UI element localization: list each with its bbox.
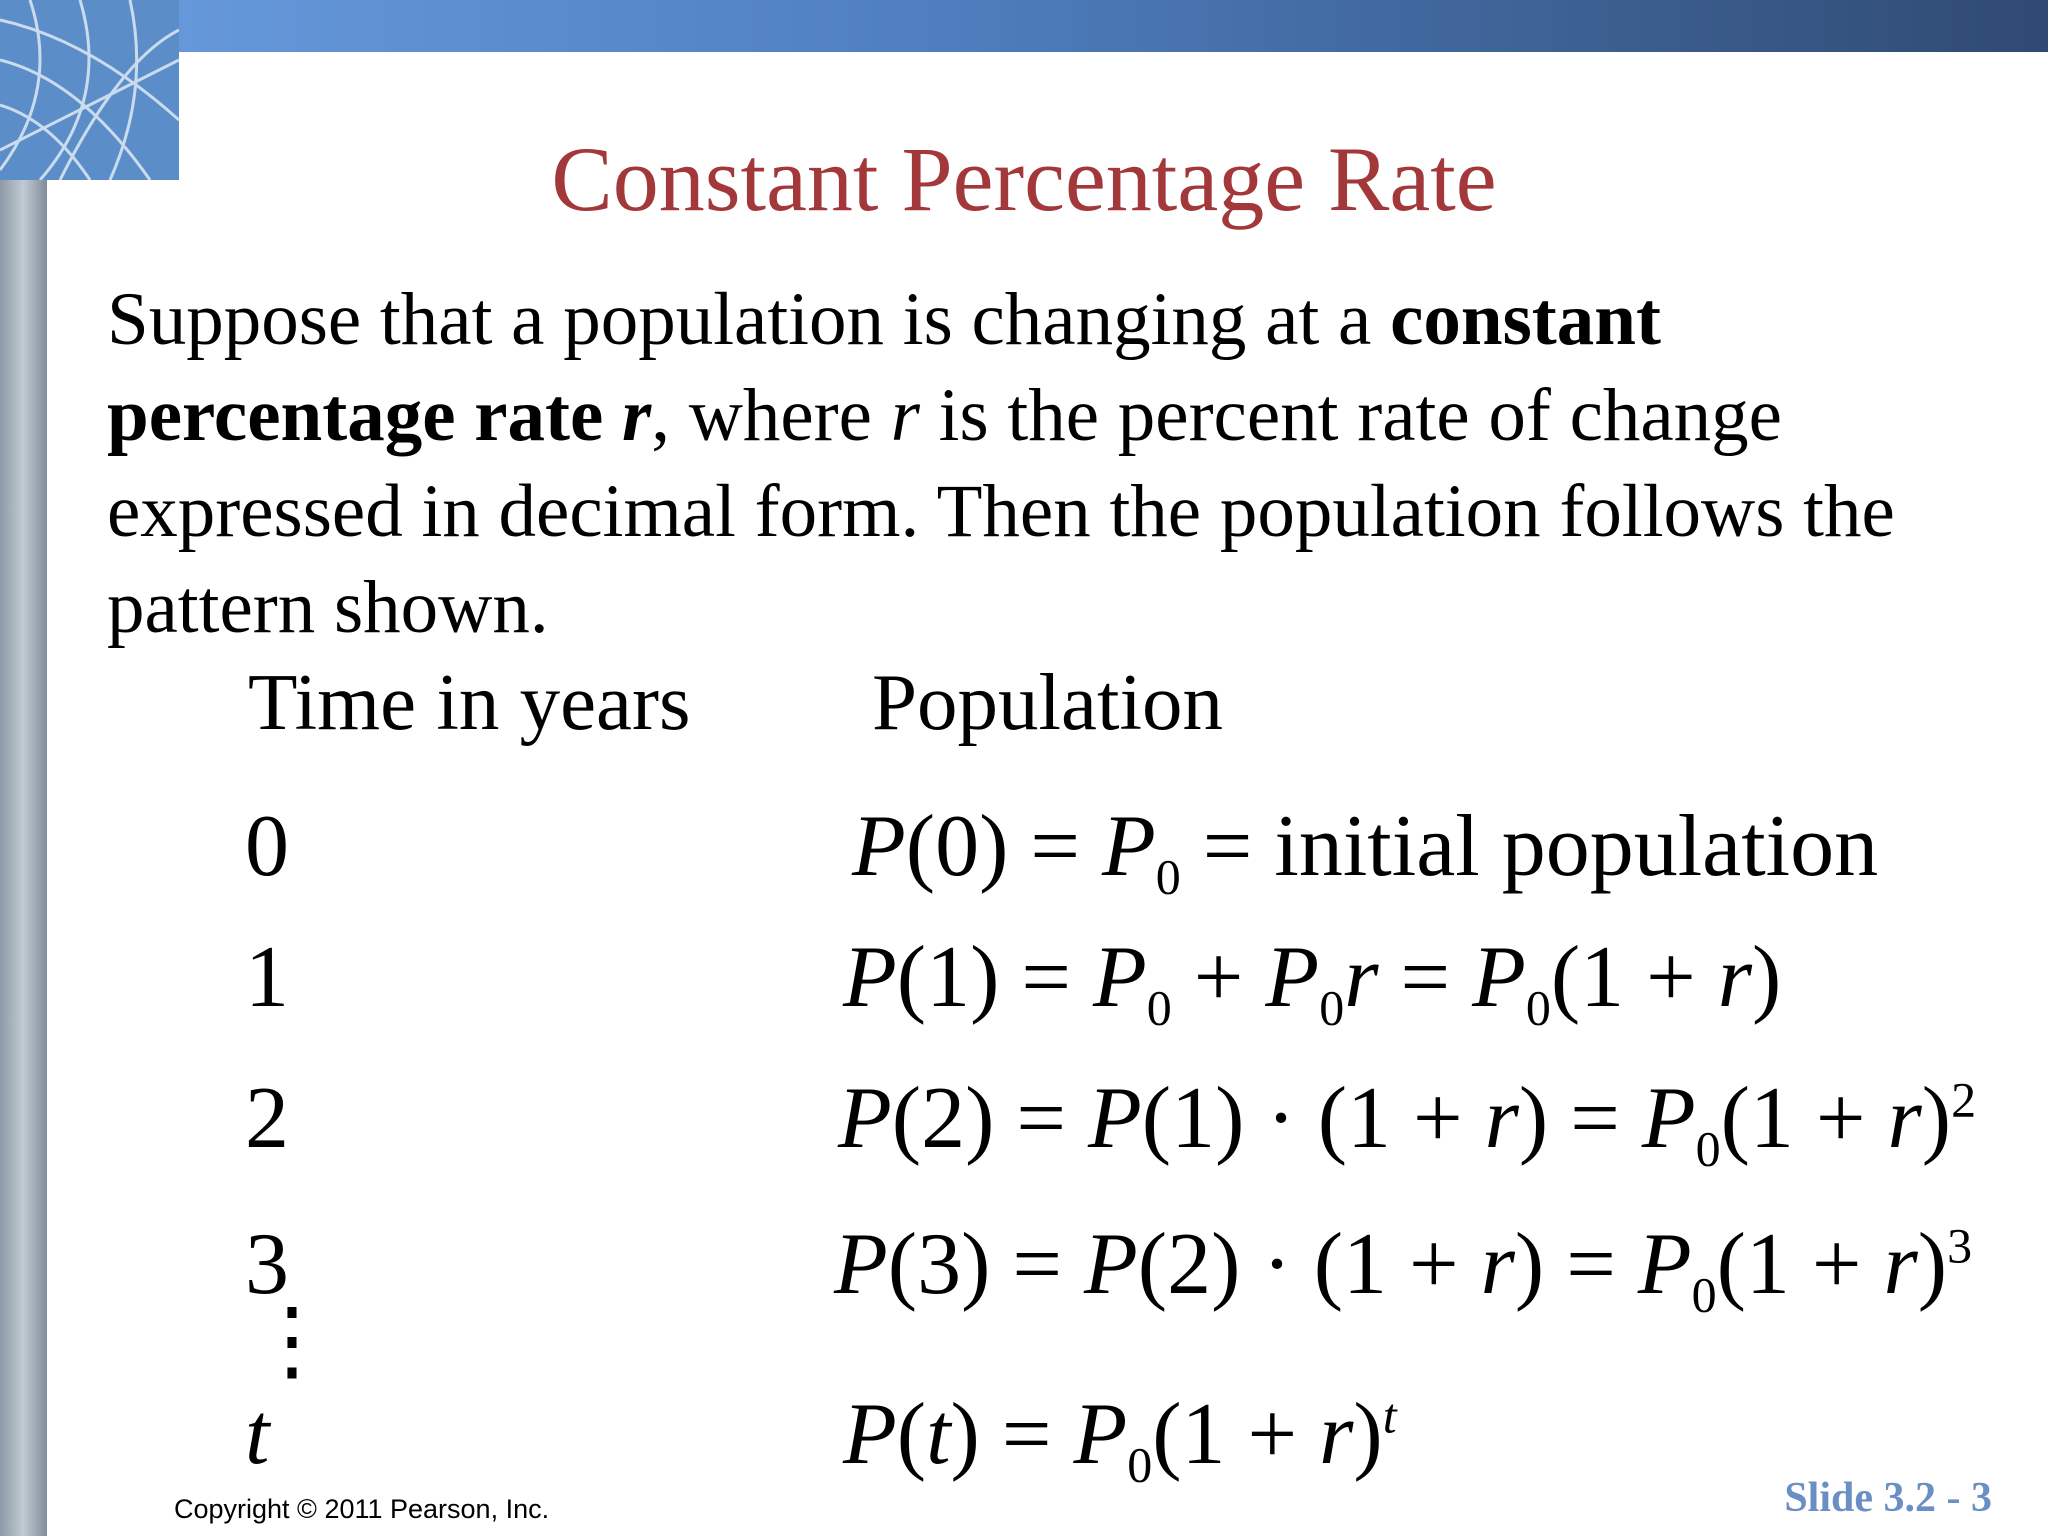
formula-variable: P <box>1265 929 1320 1026</box>
formula-variable: r <box>1484 1070 1519 1167</box>
formula-variable: r <box>1319 1386 1354 1483</box>
formula-variable: P <box>1102 798 1156 895</box>
subscript: 0 <box>1146 979 1172 1036</box>
formula-variable: P <box>1093 929 1147 1026</box>
text-run: , where <box>651 374 891 457</box>
formula-variable: r <box>1480 1216 1515 1313</box>
formula-text: = <box>1378 929 1473 1026</box>
ellipsis: ⋮ <box>248 1293 336 1390</box>
slide-number: Slide 3.2 - 3 <box>1784 1475 1992 1521</box>
formula-text: (3) = <box>887 1216 1085 1313</box>
formula-text: (1 + <box>1152 1386 1320 1483</box>
formula-variable: r <box>1717 929 1753 1026</box>
formula-text: (1 + <box>1716 1216 1884 1313</box>
text-run: r <box>622 374 652 457</box>
formula-text: ( <box>896 1386 927 1483</box>
formula-text: = initial population <box>1180 798 1879 895</box>
formula-variable: t <box>926 1386 951 1483</box>
formula-text: ) <box>1921 1070 1952 1167</box>
subscript: 0 <box>1319 979 1345 1036</box>
formula-variable: P <box>1084 1216 1138 1313</box>
formula-variable: r <box>1344 929 1379 1026</box>
text-run: r <box>890 374 920 457</box>
formula: P(1) = P0 + P0r = P0(1 + r) <box>843 927 1781 1037</box>
time: 3 <box>245 1216 289 1313</box>
top-bar <box>0 0 2048 52</box>
formula-variable: P <box>843 929 897 1026</box>
formula-variable: r <box>1887 1070 1922 1167</box>
formula-variable: P <box>1641 1070 1696 1167</box>
title: Constant Percentage Rate <box>551 128 1497 230</box>
text-run: constant percentage rate <box>107 278 1661 457</box>
formula-text: (1) = <box>896 929 1094 1026</box>
superscript: t <box>1382 1387 1397 1444</box>
text-run: Suppose that a population is changing at… <box>107 278 1391 361</box>
subscript: 0 <box>1127 1436 1153 1493</box>
formula-text: ) <box>1752 929 1782 1026</box>
formula-variable: P <box>843 1386 897 1483</box>
formula-text: (2) · (1 + <box>1137 1216 1481 1313</box>
superscript: 3 <box>1947 1217 1973 1274</box>
formula-variable: P <box>834 1216 888 1313</box>
formula: P(3) = P(2) · (1 + r) = P0(1 + r)3 <box>834 1214 1972 1324</box>
formula-text: (1) · (1 + <box>1141 1070 1485 1167</box>
corner-image <box>0 0 179 180</box>
formula-text: (2) = <box>891 1070 1089 1167</box>
formula: P(t) = P0(1 + r)t <box>843 1384 1397 1494</box>
text-run: is the percent rate of change expressed … <box>107 374 1895 649</box>
copyright: Copyright © 2011 Pearson, Inc. <box>174 1494 550 1524</box>
formula-variable: P <box>1073 1386 1128 1483</box>
formula-variable: P <box>1088 1070 1142 1167</box>
column-header: Population <box>872 657 1224 747</box>
formula-text: (1 + <box>1550 929 1718 1026</box>
formula-variable: P <box>1637 1216 1692 1313</box>
left-bar <box>0 180 47 1536</box>
subscript: 0 <box>1691 1266 1717 1323</box>
formula: P(2) = P(1) · (1 + r) = P0(1 + r)2 <box>838 1068 1976 1178</box>
subscript: 0 <box>1155 848 1181 905</box>
subscript: 0 <box>1695 1120 1721 1177</box>
subscript: 0 <box>1525 979 1551 1036</box>
formula-variable: P <box>1472 929 1526 1026</box>
formula-text: ) = <box>1518 1070 1642 1167</box>
time: t <box>245 1386 270 1483</box>
formula-text: ) <box>1353 1386 1383 1483</box>
formula-variable: P <box>852 798 906 895</box>
formula: P(0) = P0 = initial population <box>852 796 1878 906</box>
column-header: Time in years <box>248 657 691 747</box>
formula-variable: P <box>838 1070 892 1167</box>
time: 0 <box>245 798 289 895</box>
paragraph: Suppose that a population is changing at… <box>107 272 1987 656</box>
formula-text: ) = <box>950 1386 1074 1483</box>
formula-text: ) <box>1917 1216 1948 1313</box>
time: 2 <box>245 1070 289 1167</box>
formula-text: (1 + <box>1720 1070 1888 1167</box>
formula-text: (0) = <box>905 798 1103 895</box>
formula-text: ) = <box>1514 1216 1638 1313</box>
formula-variable: r <box>1883 1216 1918 1313</box>
superscript: 2 <box>1951 1071 1977 1128</box>
time: 1 <box>245 929 289 1026</box>
formula-text: + <box>1171 929 1266 1026</box>
